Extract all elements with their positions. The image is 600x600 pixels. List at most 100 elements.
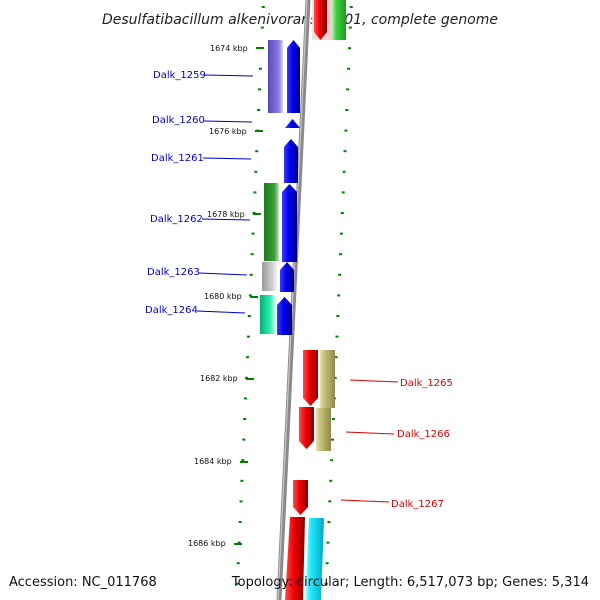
label-leader — [196, 310, 246, 314]
scale-minor-tick — [343, 150, 347, 153]
scale-minor-tick — [242, 438, 246, 441]
scale-minor-tick — [236, 562, 240, 565]
scale-major-tick — [255, 130, 263, 132]
genome-summary-text: Topology: circular; Length: 6,517,073 bp… — [231, 575, 589, 590]
scale-minor-tick — [238, 521, 242, 523]
label-leader — [202, 157, 252, 160]
scale-minor-tick — [241, 459, 245, 462]
gene-dalk-1264[interactable]: Dalk_1264 — [145, 295, 292, 335]
bottom-partial-features — [285, 517, 324, 600]
scale-label: 1674 kbp — [210, 44, 248, 53]
scale-minor-tick — [331, 418, 335, 420]
gene-arrow-reverse — [293, 480, 308, 515]
cog-bar-lightgreen — [332, 0, 346, 40]
cog-bar — [260, 295, 275, 334]
scale-minor-tick — [333, 376, 337, 379]
gene-arrow-reverse — [314, 0, 327, 40]
scale-minor-tick — [329, 479, 333, 482]
cog-bar — [316, 408, 331, 451]
gene-label: Dalk_1262 — [150, 214, 203, 225]
scale-label: 1680 kbp — [204, 292, 242, 301]
scale-label: 1684 kbp — [194, 457, 232, 466]
gene-label: Dalk_1264 — [145, 305, 198, 316]
gene-arrow-forward — [285, 119, 300, 128]
gene-label: Dalk_1260 — [152, 115, 205, 126]
gene-label: Dalk_1263 — [147, 267, 200, 278]
scale-minor-tick — [237, 541, 241, 544]
scale-minor-tick — [337, 294, 341, 297]
scale-major-tick — [253, 213, 261, 215]
label-leader — [201, 218, 251, 221]
cog-bar-cyan — [305, 518, 324, 600]
scale-minor-tick — [347, 67, 351, 70]
gene-arrow-forward — [287, 40, 300, 113]
scale-major-tick — [240, 461, 248, 463]
gene-dalk-1263[interactable]: Dalk_1263 — [147, 262, 294, 292]
label-leader — [203, 120, 253, 123]
scale-major-tick — [234, 543, 242, 545]
gene-label: Dalk_1265 — [400, 378, 453, 389]
scale-minor-tick — [260, 26, 264, 29]
gene-dalk-1259[interactable]: Dalk_1259 — [153, 40, 300, 113]
label-leader — [349, 379, 399, 383]
label-leader — [345, 431, 395, 435]
label-leader — [340, 499, 390, 503]
scale-minor-tick — [246, 356, 249, 359]
scale-label: 1686 kbp — [188, 539, 226, 548]
scale-minor-tick — [344, 129, 348, 132]
scale-minor-tick — [339, 253, 342, 256]
scale-minor-tick — [328, 500, 332, 503]
scale-minor-tick — [326, 541, 330, 544]
label-leader — [198, 272, 248, 276]
gene-label: Dalk_1259 — [153, 70, 206, 81]
scale-minor-tick — [345, 109, 349, 111]
scale-major-tick — [256, 47, 264, 49]
scale-minor-tick — [245, 376, 248, 379]
gene-label: Dalk_1266 — [397, 429, 450, 440]
scale-minor-tick — [258, 88, 261, 91]
scale-minor-tick — [327, 521, 331, 523]
cog-bar — [262, 262, 277, 291]
scale-minor-tick — [339, 232, 343, 235]
gene-dalk-1260[interactable]: Dalk_1260 — [152, 115, 300, 128]
scale-ticks-right — [324, 6, 353, 585]
scale-minor-tick — [336, 315, 340, 317]
cog-bar — [264, 183, 279, 261]
scale-minor-tick — [335, 335, 339, 338]
gene-label: Dalk_1267 — [391, 499, 444, 510]
scale-minor-tick — [349, 6, 353, 8]
scale-minor-tick — [243, 418, 247, 420]
scale-minor-tick — [258, 67, 262, 70]
gene-arrow-forward — [280, 262, 294, 292]
scale-minor-tick — [325, 562, 329, 565]
scale-minor-tick — [253, 191, 257, 194]
scale-major-tick — [250, 296, 258, 298]
scale-minor-tick — [248, 294, 252, 297]
scale-minor-tick — [251, 232, 255, 235]
scale-minor-tick — [257, 109, 261, 111]
scale-minor-tick — [249, 273, 253, 276]
scale-major-tick — [246, 378, 254, 380]
cog-bar — [320, 350, 335, 408]
gene-arrow-reverse — [285, 517, 305, 600]
gene-dalk-1265[interactable]: Dalk_1265 — [303, 350, 453, 408]
scale-minor-tick — [255, 150, 259, 153]
gene-label: Dalk_1261 — [151, 153, 204, 164]
scale-minor-tick — [250, 253, 254, 256]
label-leader — [204, 74, 254, 77]
gene-dalk-1262[interactable]: Dalk_1262 — [150, 183, 297, 262]
cog-bar — [268, 40, 283, 113]
scale-minor-tick — [338, 273, 342, 276]
scale-minor-tick — [340, 212, 344, 214]
accession-text: Accession: NC_011768 — [9, 575, 157, 590]
scale-minor-tick — [240, 479, 244, 482]
gene-dalk-1267[interactable]: Dalk_1267 — [293, 480, 444, 515]
scale-minor-tick — [348, 26, 352, 29]
scale-minor-tick — [334, 356, 338, 359]
scale-minor-tick — [254, 170, 258, 173]
gene-dalk-1261[interactable]: Dalk_1261 — [151, 139, 298, 183]
gene-arrow-reverse — [299, 407, 314, 449]
scale-minor-tick — [331, 438, 334, 441]
gene-dalk-1266[interactable]: Dalk_1266 — [299, 407, 450, 451]
